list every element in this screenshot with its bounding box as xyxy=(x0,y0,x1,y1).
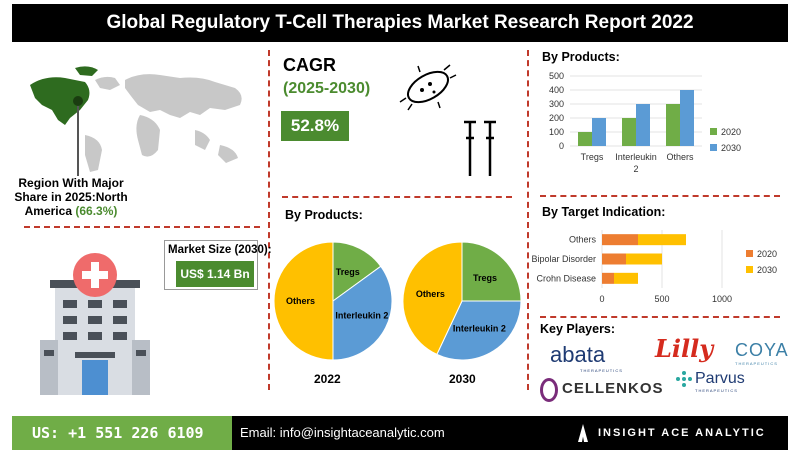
x-tick-label: 1000 xyxy=(712,294,732,304)
products-bar-chart: 0 100 200 300 400 500 Tregs Interleukin 2 Others 2… xyxy=(549,71,741,174)
cagr-title: CAGR xyxy=(283,55,336,75)
cagr-value: 52.8% xyxy=(281,111,349,141)
abata-logo: abata THERAPEUTICS xyxy=(550,342,623,373)
x-tick-label: 0 xyxy=(599,294,604,304)
bar-2020-2 xyxy=(666,104,680,146)
crutches-icon xyxy=(464,120,496,176)
hbar-2020-1 xyxy=(602,253,626,265)
divider-left xyxy=(268,50,270,390)
map-pointer-line xyxy=(77,100,79,176)
parvus-logo: Parvus THERAPEUTICS xyxy=(695,370,745,393)
pie-section-title: By Products: xyxy=(285,208,363,222)
hbar-2030-0 xyxy=(638,234,686,246)
hospital-icon xyxy=(40,253,150,395)
page-title: Global Regulatory T-Cell Therapies Marke… xyxy=(12,4,788,42)
y-tick-label: 0 xyxy=(559,141,564,151)
x-tick-label: Others xyxy=(666,152,694,162)
region-share-value: (66.3%) xyxy=(75,204,118,218)
bar-2030-2 xyxy=(680,90,694,146)
market-size-frame xyxy=(164,240,258,290)
legend-swatch xyxy=(710,144,717,151)
legend-label: 2030 xyxy=(721,143,741,153)
map-pointer-dot xyxy=(73,96,83,106)
legend-label: 2020 xyxy=(757,249,777,259)
legend-swatch xyxy=(710,128,717,135)
brand-name: INSIGHT ACE ANALYTIC xyxy=(598,427,766,439)
lilly-logo: Lilly xyxy=(655,334,714,363)
email-contact[interactable]: Email: info@insightaceanalytic.com xyxy=(240,425,445,440)
hbar-2030-1 xyxy=(626,253,662,265)
cellenkos-logo: CELLENKOS xyxy=(562,380,664,397)
key-players-title: Key Players: xyxy=(540,322,616,336)
parvus-icon xyxy=(675,370,693,388)
y-tick-label: 500 xyxy=(549,71,564,81)
parvus-logo-text: Parvus xyxy=(695,370,745,387)
pie-slice-Others xyxy=(402,241,463,356)
pie-slice-Tregs xyxy=(332,241,382,302)
bar-2020-0 xyxy=(578,132,592,146)
pie-label: Others xyxy=(416,289,445,299)
legend-label: 2020 xyxy=(721,127,741,137)
parvus-logo-subtext: THERAPEUTICS xyxy=(695,388,738,393)
market-size-label: Market Size (2030): xyxy=(168,244,272,256)
target-chart-title: By Target Indication: xyxy=(542,205,666,219)
hbar-2030-2 xyxy=(614,272,638,284)
x-tick-label: Interleukin xyxy=(615,152,657,162)
coya-logo: COYA THERAPEUTICS xyxy=(735,340,789,366)
products-chart-title: By Products: xyxy=(542,50,620,64)
pie-label: Tregs xyxy=(473,273,497,283)
cagr-range: (2025-2030) xyxy=(283,80,371,97)
pie-charts: Tregs Interleukin 2 Others Tregs Interleukin… xyxy=(273,241,522,361)
hbar-2020-0 xyxy=(602,234,638,246)
divider-right-bottom xyxy=(540,316,780,318)
divider-left-horizontal xyxy=(24,226,260,228)
brand-logo-icon xyxy=(578,424,588,442)
x-tick-label: 500 xyxy=(654,294,669,304)
bar-2020-1 xyxy=(622,118,636,146)
cellenkos-icon xyxy=(540,378,558,402)
pie-label: Interleukin 2 xyxy=(453,323,506,333)
legend-swatch xyxy=(746,250,753,257)
y-tick-label: Others xyxy=(569,235,597,245)
divider-middle-horizontal xyxy=(282,196,512,198)
region-line1: Region With Major xyxy=(18,176,124,190)
pie-slice-Interleukin 2 xyxy=(332,265,393,361)
bar-2030-0 xyxy=(592,118,606,146)
y-tick-label: 300 xyxy=(549,99,564,109)
legend-label: 2030 xyxy=(757,265,777,275)
hbar-2020-2 xyxy=(602,272,614,284)
y-tick-label: 400 xyxy=(549,85,564,95)
pie-slice-Interleukin 2 xyxy=(436,300,522,361)
coya-logo-text: COYA xyxy=(735,340,789,360)
abata-logo-text: abata xyxy=(550,342,606,367)
region-share-text: Region With Major Share in 2025:North Am… xyxy=(6,176,136,218)
world-map-icon xyxy=(30,66,242,172)
abata-logo-subtext: THERAPEUTICS xyxy=(580,368,623,373)
pie-slice-Others xyxy=(273,241,334,361)
pie-label: Interleukin 2 xyxy=(335,311,388,321)
region-name: America xyxy=(24,204,72,218)
region-line3: America (66.3%) xyxy=(6,204,136,218)
bacteria-icon xyxy=(399,64,457,111)
pie-year-2022: 2022 xyxy=(314,372,341,386)
bar-2030-1 xyxy=(636,104,650,146)
legend-swatch xyxy=(746,266,753,273)
region-line2: Share in 2025:North xyxy=(14,190,128,204)
pie-label: Tregs xyxy=(336,267,360,277)
phone-number[interactable]: US: +1 551 226 6109 xyxy=(12,416,232,450)
market-size-value: US$ 1.14 Bn xyxy=(176,261,254,287)
divider-right xyxy=(527,50,529,390)
x-tick-label: Tregs xyxy=(581,152,604,162)
target-indication-chart: 0 500 1000 Others Bipolar Disorder Crohn Dise… xyxy=(531,230,777,304)
x-tick-label-line2: 2 xyxy=(633,164,638,174)
pie-slice-Tregs xyxy=(461,241,522,302)
coya-logo-subtext: THERAPEUTICS xyxy=(735,361,778,366)
y-tick-label: 200 xyxy=(549,113,564,123)
divider-right-top xyxy=(540,195,780,197)
y-tick-label: Bipolar Disorder xyxy=(531,254,596,264)
pie-year-2030: 2030 xyxy=(449,372,476,386)
y-tick-label: 100 xyxy=(549,127,564,137)
y-tick-label: Crohn Disease xyxy=(536,273,596,283)
pie-label: Others xyxy=(286,296,315,306)
